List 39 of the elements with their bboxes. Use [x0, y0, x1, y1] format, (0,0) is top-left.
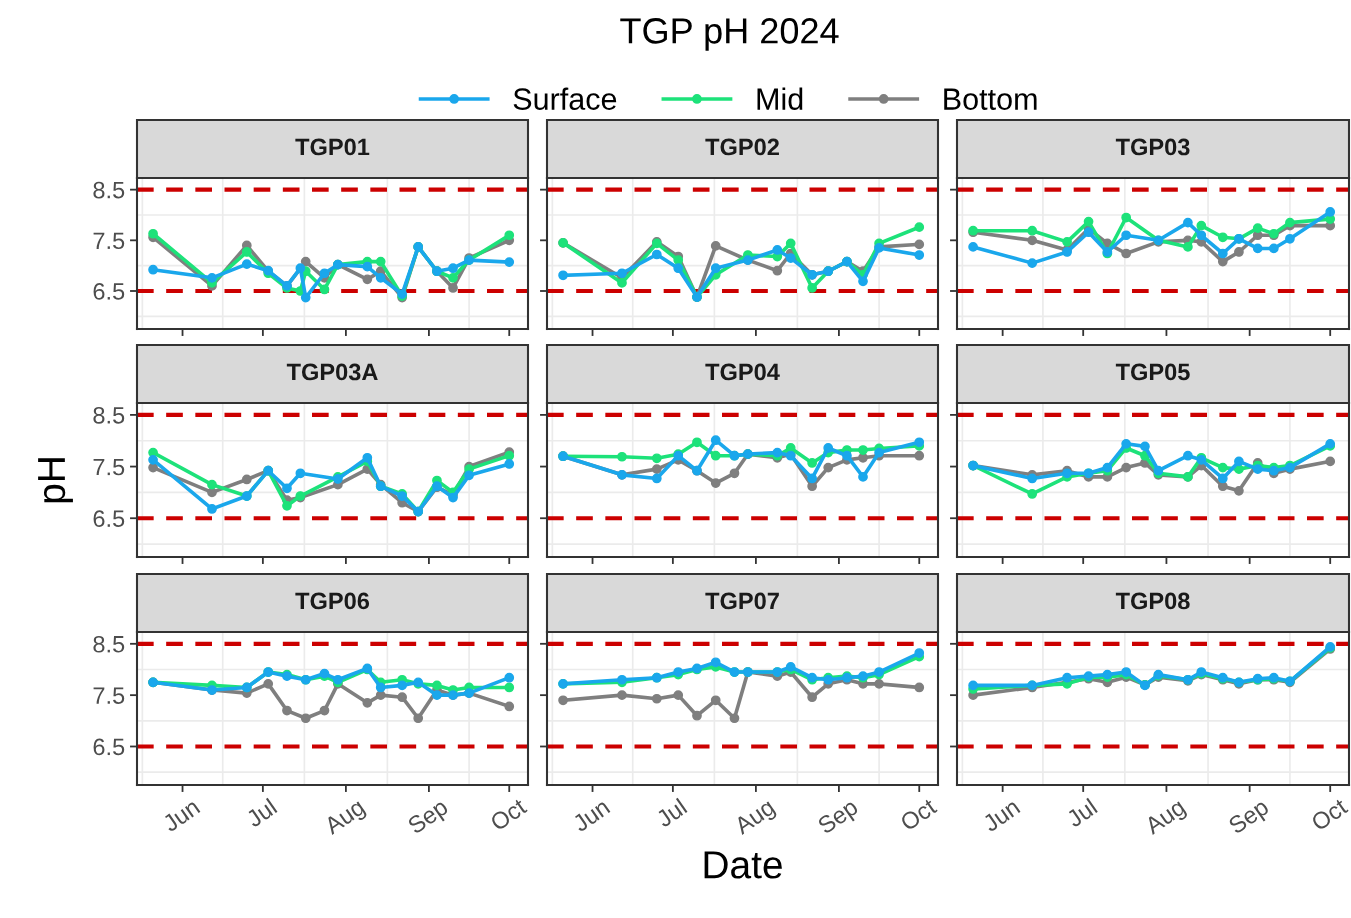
x-tick-label: Jul [654, 797, 688, 829]
y-tick-label: 8.5 [93, 635, 125, 653]
text: TGP pH 2024 [620, 18, 839, 51]
legend-label: Bottom [944, 88, 1037, 110]
x-tick-label: Oct [489, 797, 528, 832]
chart-title: TGP03A [286, 363, 378, 381]
y-tick-label: 6.5 [93, 510, 125, 528]
chart-title: TGP08 [1115, 592, 1190, 610]
y-tick-label: 7.5 [93, 458, 125, 476]
x-tick-label: Oct [899, 797, 938, 832]
x-tick-label: Jul [1064, 797, 1098, 829]
y-tick-label: 6.5 [93, 283, 125, 300]
y-tick-label: 8.5 [93, 406, 125, 424]
y-axis-title: pH [38, 458, 73, 503]
x-tick-label: Sep [406, 797, 452, 839]
chart-title: TGP02 [705, 138, 779, 156]
y-tick-label: 7.5 [93, 687, 125, 704]
x-tick-label: Sep [816, 797, 862, 839]
chart-title: TGP05 [1115, 363, 1190, 381]
x-tick-label: Jun [161, 798, 201, 833]
x-tick-label: Oct [1310, 797, 1349, 832]
x-tick-label: Jun [981, 798, 1021, 833]
x-tick-label: Jul [244, 797, 278, 829]
x-tick-label: Aug [322, 798, 369, 839]
legend-label: Surface [513, 87, 617, 110]
chart-title: TGP03 [1115, 138, 1190, 156]
y-tick-label: 8.5 [93, 181, 125, 199]
chart-title: TGP04 [705, 363, 780, 381]
y-tick-label: 6.5 [93, 738, 125, 756]
x-tick-label: Aug [1143, 798, 1189, 839]
x-tick-label: Sep [1227, 797, 1273, 839]
chart-title: TGP01 [295, 138, 370, 156]
legend-label: Mid [757, 87, 803, 110]
chart-title: TGP06 [295, 592, 370, 610]
x-axis-title: Date [704, 851, 782, 879]
x-tick-label: Jun [571, 798, 611, 833]
y-tick-label: 7.5 [93, 232, 125, 250]
chart-title: TGP07 [705, 592, 779, 610]
x-tick-label: Aug [732, 798, 779, 839]
